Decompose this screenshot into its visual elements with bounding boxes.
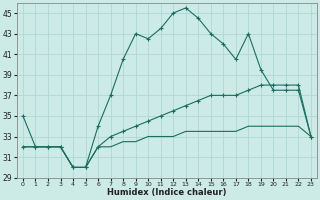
X-axis label: Humidex (Indice chaleur): Humidex (Indice chaleur): [107, 188, 227, 197]
